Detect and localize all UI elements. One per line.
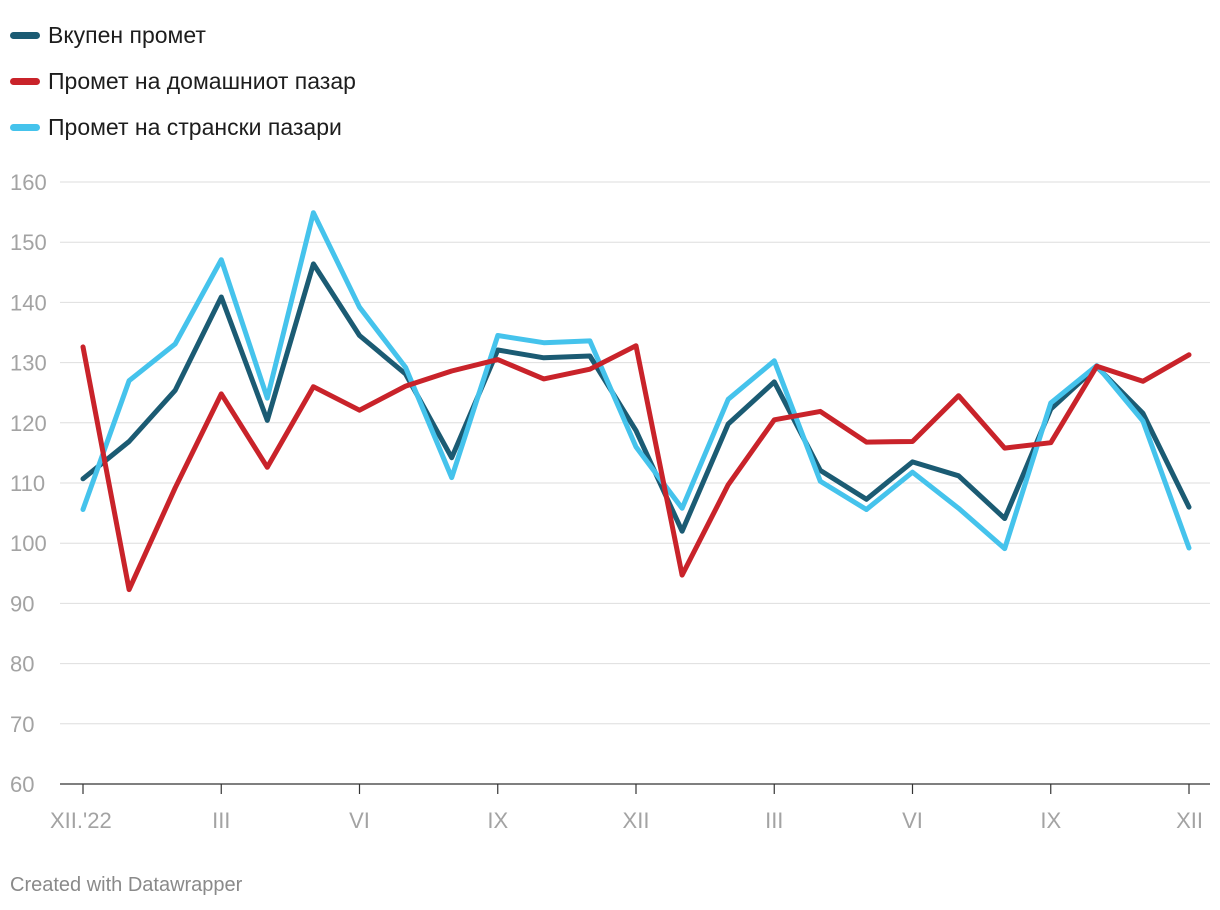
y-tick-label: 80 [10, 652, 34, 677]
legend-swatch [10, 31, 40, 39]
legend-label: Промет на домашниот пазар [48, 67, 356, 94]
series-line-total [80, 261, 1192, 534]
x-tick-label: III [765, 808, 783, 833]
y-tick-label: 90 [10, 591, 34, 616]
y-tick-label: 110 [10, 471, 45, 496]
x-tick-label: VI [902, 808, 923, 833]
y-tick-label: 60 [10, 772, 34, 797]
series-line-foreign [80, 210, 1192, 552]
x-tick-label: III [212, 808, 230, 833]
legend-item: Промет на странски пазари [10, 104, 356, 150]
x-tick-label: IX [1040, 808, 1061, 833]
y-tick-label: 130 [10, 351, 47, 376]
legend-label: Промет на странски пазари [48, 113, 342, 140]
series-line-domestic [80, 343, 1192, 593]
chart-legend: Вкупен промет Промет на домашниот пазар Пр… [10, 12, 356, 150]
x-tick-label: VI [349, 808, 370, 833]
line-chart: 60 70 80 90 100 110 120 130 140 150 160 XII.'22 III V… [10, 170, 1210, 833]
legend-item: Промет на домашниот пазар [10, 58, 356, 104]
legend-swatch [10, 123, 40, 131]
legend-swatch [10, 77, 40, 85]
legend-label: Вкупен промет [48, 21, 206, 48]
y-tick-label: 100 [10, 531, 47, 556]
x-tick-label: XII [623, 808, 650, 833]
x-tick-label: XII [1176, 808, 1203, 833]
y-tick-label: 150 [10, 230, 47, 255]
x-tick-label: XII.'22 [50, 808, 112, 833]
y-tick-label: 140 [10, 290, 47, 315]
y-tick-label: 70 [10, 712, 34, 737]
x-tick-label: IX [487, 808, 508, 833]
footer-credit: Created with Datawrapper [10, 874, 243, 896]
y-tick-label: 120 [10, 411, 47, 436]
y-tick-label: 160 [10, 170, 47, 195]
legend-item: Вкупен промет [10, 12, 356, 58]
